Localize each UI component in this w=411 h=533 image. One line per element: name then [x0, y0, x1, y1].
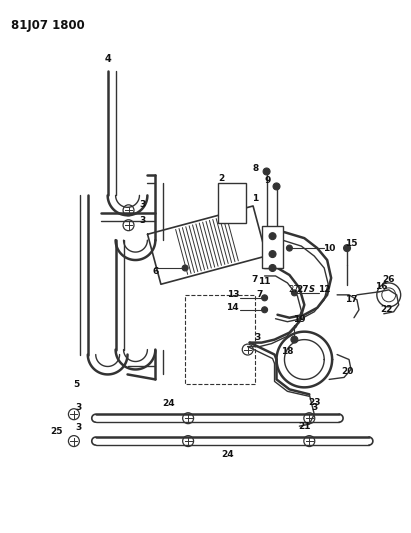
- Text: 20: 20: [341, 367, 353, 376]
- Text: 10: 10: [323, 244, 335, 253]
- Text: 19: 19: [293, 315, 306, 324]
- Text: 22: 22: [381, 305, 393, 314]
- Text: 27: 27: [296, 285, 309, 294]
- Text: 17: 17: [345, 295, 357, 304]
- Text: 9: 9: [264, 176, 271, 185]
- Text: 21: 21: [298, 422, 311, 431]
- Circle shape: [269, 264, 276, 271]
- Text: 1: 1: [252, 194, 258, 203]
- Circle shape: [286, 245, 292, 251]
- Text: 3: 3: [139, 216, 145, 225]
- Text: 3: 3: [254, 333, 261, 342]
- Text: 8: 8: [252, 164, 259, 173]
- Circle shape: [273, 183, 280, 190]
- Text: 18: 18: [281, 347, 294, 356]
- Circle shape: [182, 265, 188, 271]
- Bar: [262, 226, 284, 268]
- Circle shape: [291, 336, 298, 343]
- Text: 13: 13: [226, 290, 239, 300]
- Text: 6: 6: [152, 268, 159, 277]
- Text: S: S: [309, 285, 315, 294]
- Text: 15: 15: [345, 239, 357, 248]
- Circle shape: [263, 168, 270, 175]
- Text: 3: 3: [76, 423, 82, 432]
- Circle shape: [344, 245, 351, 252]
- Text: 23: 23: [308, 398, 321, 407]
- Text: 7: 7: [256, 290, 263, 300]
- Text: 24: 24: [222, 449, 234, 458]
- Text: 3: 3: [139, 200, 145, 209]
- Text: 25: 25: [50, 426, 62, 435]
- Circle shape: [262, 307, 268, 313]
- Text: 7: 7: [252, 276, 258, 285]
- Text: 4: 4: [104, 54, 111, 64]
- Bar: [185, 295, 255, 384]
- Text: 12: 12: [318, 285, 330, 294]
- Circle shape: [269, 251, 276, 257]
- Text: 11: 11: [259, 277, 271, 286]
- Text: 26: 26: [383, 276, 395, 285]
- Bar: [218, 183, 246, 223]
- Circle shape: [262, 295, 268, 301]
- Text: 14: 14: [226, 303, 239, 312]
- Text: 24: 24: [162, 399, 175, 408]
- Text: 3: 3: [311, 403, 317, 412]
- Text: 3: 3: [76, 403, 82, 412]
- Text: 27-: 27-: [289, 285, 302, 294]
- Text: 2: 2: [218, 174, 224, 183]
- Text: 5: 5: [73, 380, 79, 389]
- Text: 81J07 1800: 81J07 1800: [12, 19, 85, 33]
- Circle shape: [269, 233, 276, 240]
- Text: 16: 16: [374, 282, 387, 292]
- Circle shape: [291, 290, 298, 296]
